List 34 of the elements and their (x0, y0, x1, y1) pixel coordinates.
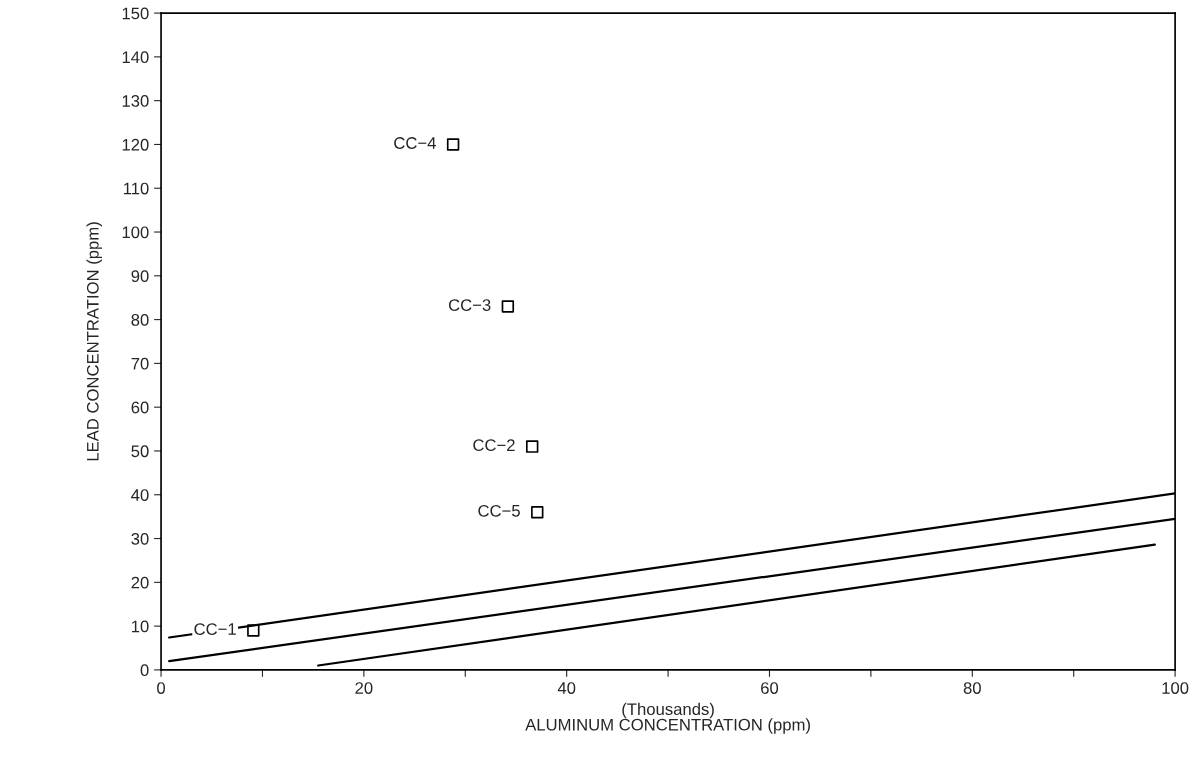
y-tick-label: 10 (131, 620, 149, 633)
annotation: CC−5 (478, 504, 520, 517)
y-tick-label: 60 (131, 401, 149, 414)
y-tick-label: 90 (131, 270, 149, 283)
y-tick-label: 70 (131, 357, 149, 370)
y-tick-label: 150 (122, 7, 149, 20)
y-tick-label: 20 (131, 576, 149, 589)
annotation: CC−3 (448, 299, 491, 311)
annotation: CC−1 (194, 623, 236, 635)
y-tick-label: 120 (122, 138, 149, 151)
annotation: CC−4 (394, 137, 436, 149)
y-tick-label: 110 (123, 182, 149, 195)
x-tick-label: 40 (557, 682, 576, 694)
point (531, 506, 544, 519)
x-tick-label: 80 (963, 682, 981, 694)
point (247, 624, 260, 637)
y-tick-label: 30 (131, 532, 149, 545)
y-tick-label: 140 (122, 51, 149, 64)
y-tick-label: 40 (131, 489, 149, 501)
y-tick-label: 50 (131, 445, 149, 458)
x-tick-label: 60 (761, 682, 779, 694)
x-tick-label: 0 (157, 682, 166, 694)
point (446, 138, 460, 151)
x-tick-label: 20 (355, 682, 373, 694)
y-tick-label: 80 (131, 314, 149, 326)
x-axis-title: (Thousands) ALUMINUM CONCENTRATION (ppm) (525, 702, 810, 734)
y-tick-label: 100 (122, 226, 149, 239)
x-tick-label: 100 (1162, 682, 1189, 694)
y-tick-label: 0 (140, 664, 149, 677)
point (501, 300, 515, 313)
point (525, 440, 539, 453)
y-tick-label: 130 (122, 95, 149, 107)
annotation: CC−2 (473, 439, 515, 452)
y-axis-title: LEAD CONCENTRATION (ppm) (86, 222, 102, 461)
